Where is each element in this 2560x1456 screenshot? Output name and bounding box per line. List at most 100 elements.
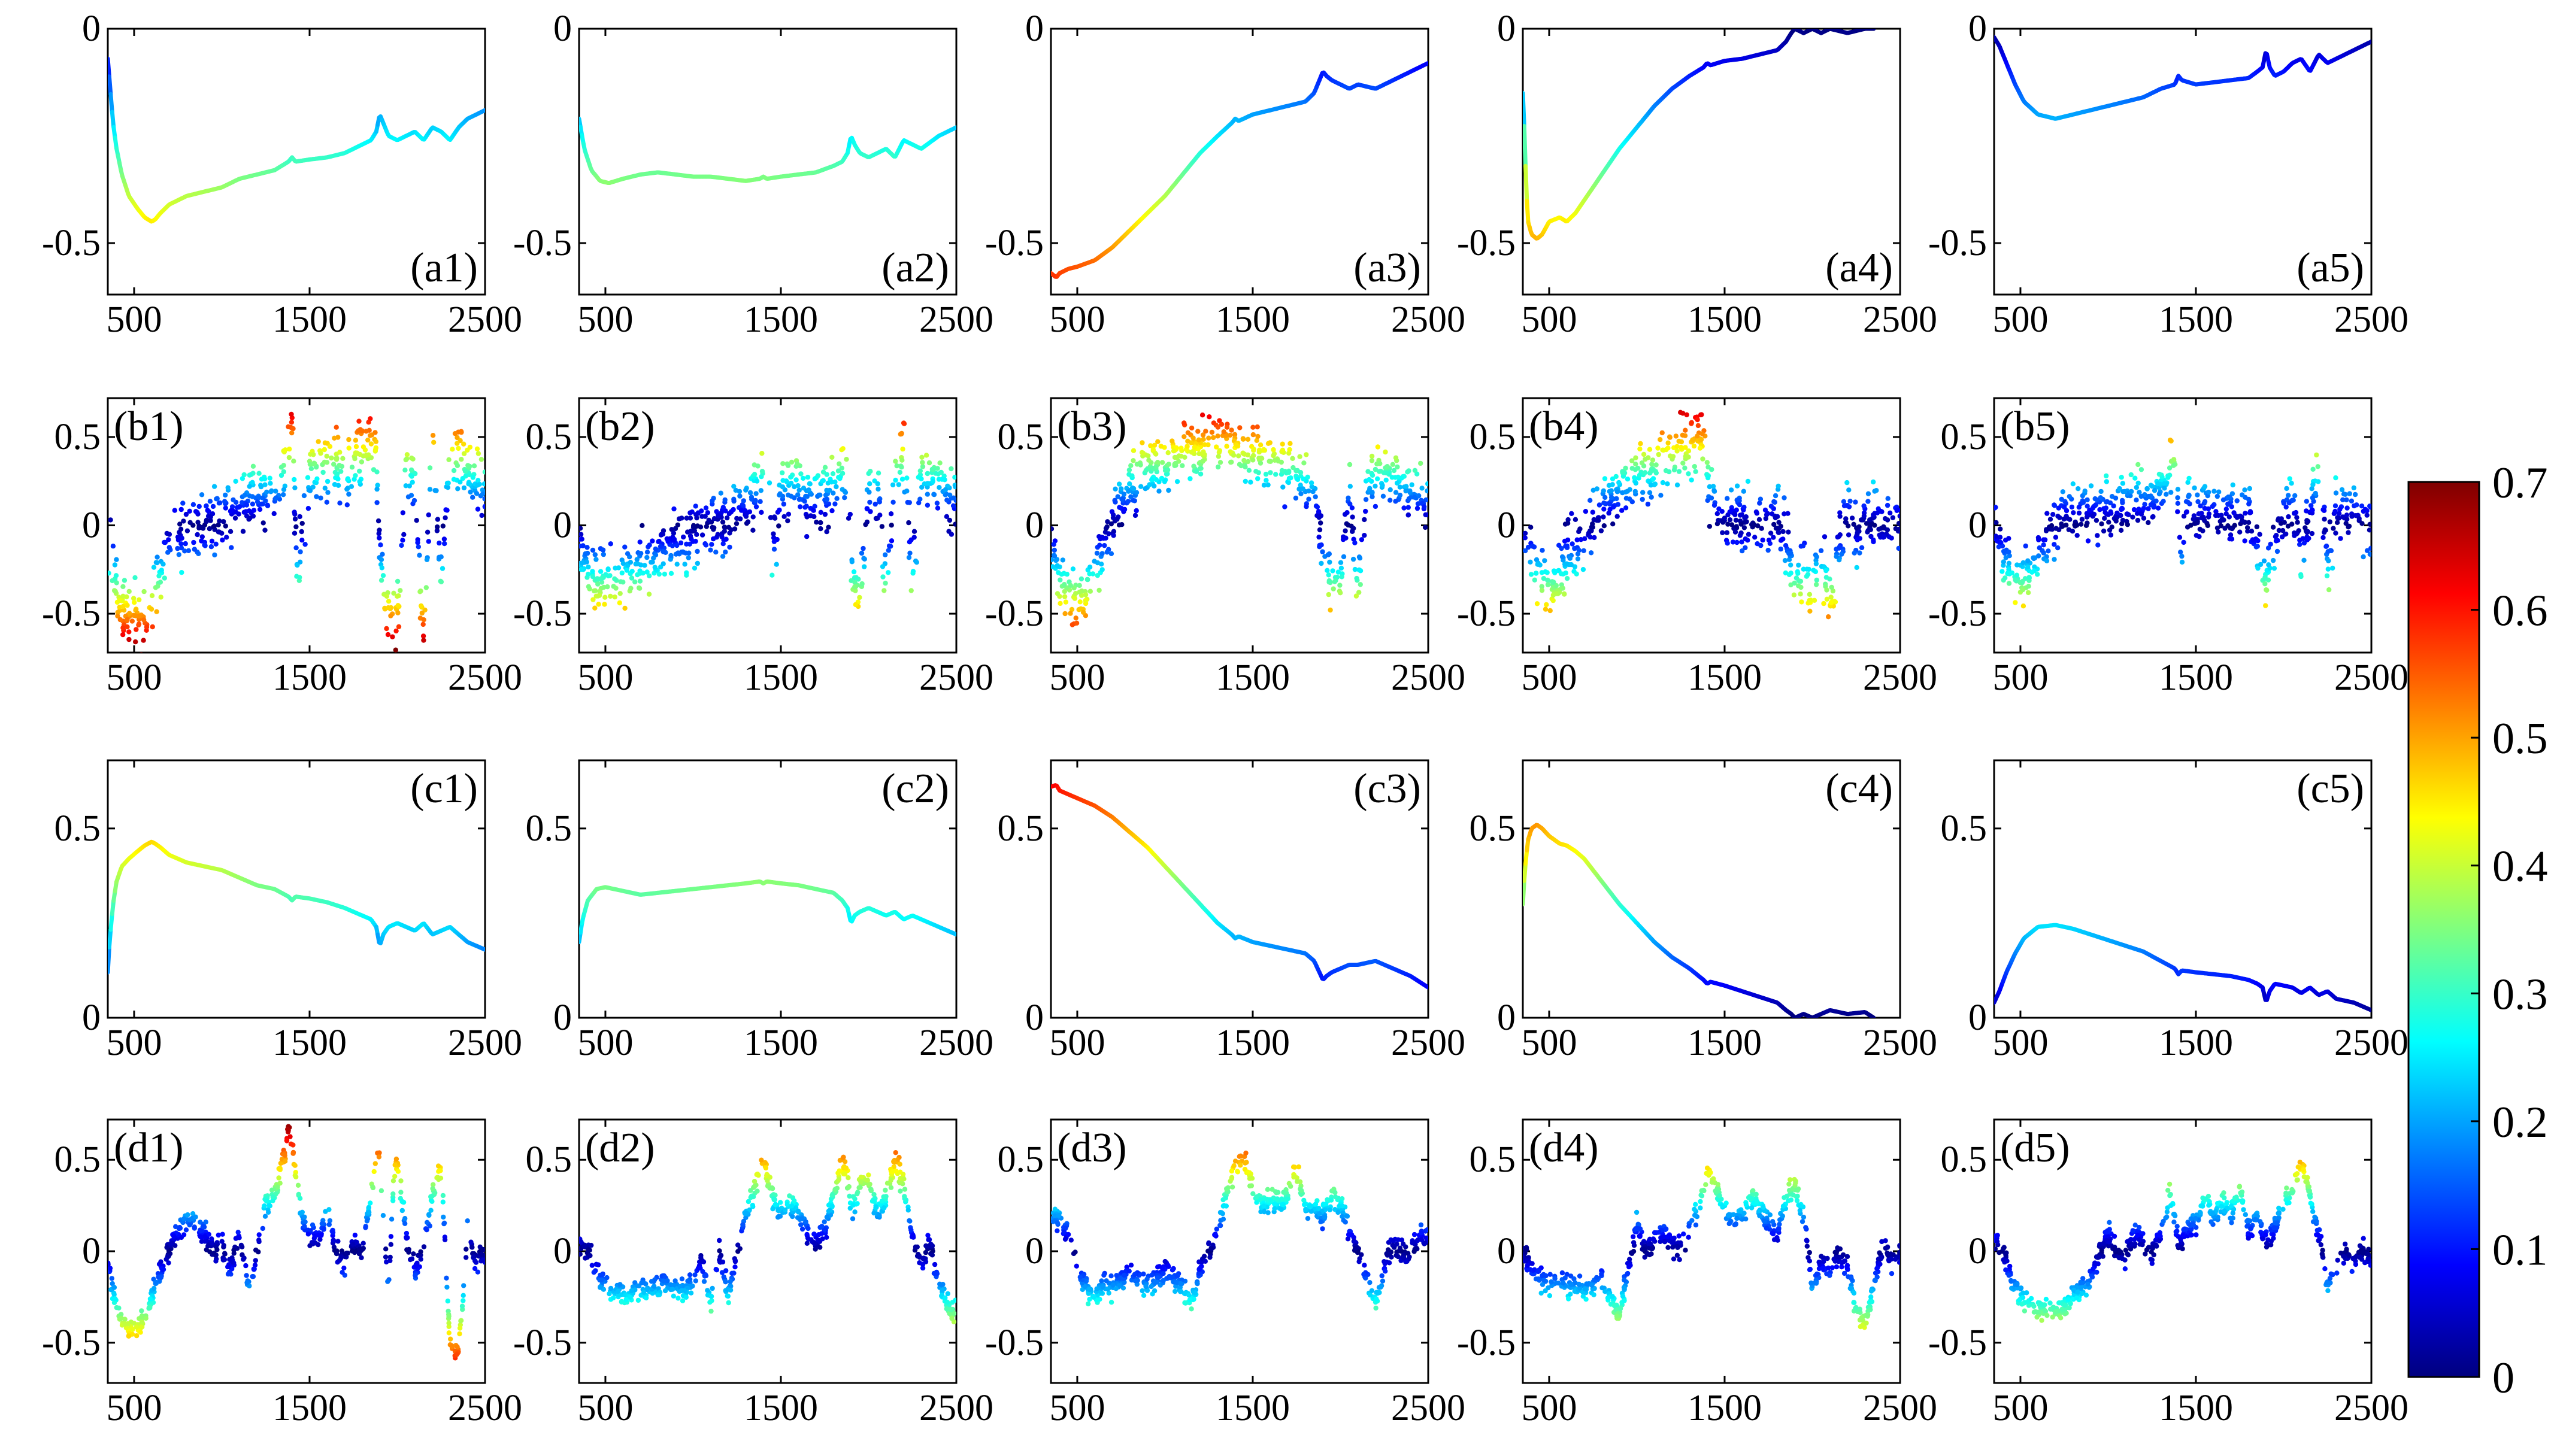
data-point xyxy=(2149,484,2155,489)
data-point xyxy=(2175,487,2181,492)
data-point xyxy=(262,482,268,487)
data-point xyxy=(2165,475,2171,480)
data-point xyxy=(881,588,887,593)
data-point xyxy=(1533,571,1539,576)
data-point xyxy=(728,527,734,532)
data-point xyxy=(132,600,137,605)
data-point xyxy=(363,452,369,458)
data-point xyxy=(2359,503,2365,509)
data-point xyxy=(686,555,692,560)
data-point xyxy=(1196,451,1202,457)
data-point xyxy=(409,455,414,461)
data-point xyxy=(1741,489,1746,494)
data-point xyxy=(262,476,268,482)
data-point xyxy=(1738,521,1744,527)
data-point xyxy=(802,499,807,504)
data-point xyxy=(2213,509,2219,514)
data-point xyxy=(2364,512,2370,518)
data-point xyxy=(211,523,217,529)
data-point xyxy=(2124,511,2129,517)
data-point xyxy=(644,554,650,560)
data-point xyxy=(459,457,464,462)
x-tick-label: 1500 xyxy=(1216,299,1290,340)
data-point xyxy=(1207,414,1212,420)
data-point xyxy=(2278,521,2284,526)
data-point xyxy=(1147,482,1152,487)
data-point xyxy=(1403,488,1408,494)
data-point xyxy=(1601,488,1606,493)
data-point xyxy=(2013,577,2018,583)
data-point xyxy=(1811,568,1816,573)
data-point xyxy=(1216,464,1221,470)
data-point xyxy=(2129,489,2134,495)
series-line-segment xyxy=(2368,40,2371,45)
data-point xyxy=(1337,583,1343,588)
data-point xyxy=(1238,463,1244,469)
y-tick-label: 0 xyxy=(1968,505,1987,546)
data-point xyxy=(255,499,260,505)
data-point xyxy=(320,469,326,475)
data-point xyxy=(2281,500,2287,506)
y-tick-label: -0.5 xyxy=(42,223,101,263)
data-point xyxy=(1782,495,1787,500)
data-point xyxy=(801,475,806,481)
data-point xyxy=(579,566,584,572)
data-point xyxy=(2146,506,2151,511)
data-point xyxy=(1373,466,1379,472)
data-point xyxy=(437,540,442,546)
data-point xyxy=(2219,512,2224,518)
data-point xyxy=(1138,484,1144,489)
data-point xyxy=(120,603,126,609)
data-point xyxy=(1867,517,1873,523)
data-point xyxy=(1857,550,1862,556)
data-point xyxy=(1658,437,1663,442)
data-point xyxy=(468,489,473,495)
y-tick-label: -0.5 xyxy=(1928,223,1987,263)
data-point xyxy=(1125,499,1131,504)
data-point xyxy=(1077,606,1082,612)
data-point xyxy=(2130,514,2135,520)
data-point xyxy=(1070,622,1075,627)
data-point xyxy=(1811,597,1817,603)
data-point xyxy=(2032,564,2037,570)
plot-area xyxy=(579,420,956,611)
data-point xyxy=(2085,497,2090,503)
data-point xyxy=(1765,547,1771,553)
data-point xyxy=(2239,518,2245,523)
data-point xyxy=(1096,587,1102,593)
data-point xyxy=(1363,497,1369,502)
data-point xyxy=(1243,464,1248,470)
data-point xyxy=(818,526,823,532)
data-point xyxy=(2301,540,2307,546)
data-point xyxy=(1178,445,1184,451)
data-point xyxy=(1807,597,1812,603)
data-point xyxy=(129,618,135,624)
data-point xyxy=(2026,584,2031,589)
data-point xyxy=(2202,484,2208,489)
y-tick-label: -0.5 xyxy=(985,223,1044,263)
data-point xyxy=(628,586,634,591)
data-point xyxy=(1678,444,1684,450)
data-point xyxy=(223,505,228,511)
data-point xyxy=(1369,458,1375,463)
data-point xyxy=(1598,528,1604,533)
data-point xyxy=(2006,560,2011,566)
data-point xyxy=(759,509,764,515)
data-point xyxy=(353,451,359,457)
data-point xyxy=(1800,543,1806,548)
data-point xyxy=(1561,591,1567,596)
data-point xyxy=(1399,475,1404,481)
data-point xyxy=(213,541,219,547)
data-point xyxy=(2332,503,2338,509)
data-point xyxy=(632,579,638,585)
data-point xyxy=(2006,581,2012,586)
x-tick-label: 1500 xyxy=(2159,299,2233,340)
y-tick-label: -0.5 xyxy=(985,593,1044,634)
data-point xyxy=(225,485,231,490)
data-point xyxy=(741,498,747,503)
data-point xyxy=(2320,535,2326,541)
data-point xyxy=(943,487,949,492)
data-point xyxy=(1170,438,1175,444)
data-point xyxy=(2237,529,2243,535)
